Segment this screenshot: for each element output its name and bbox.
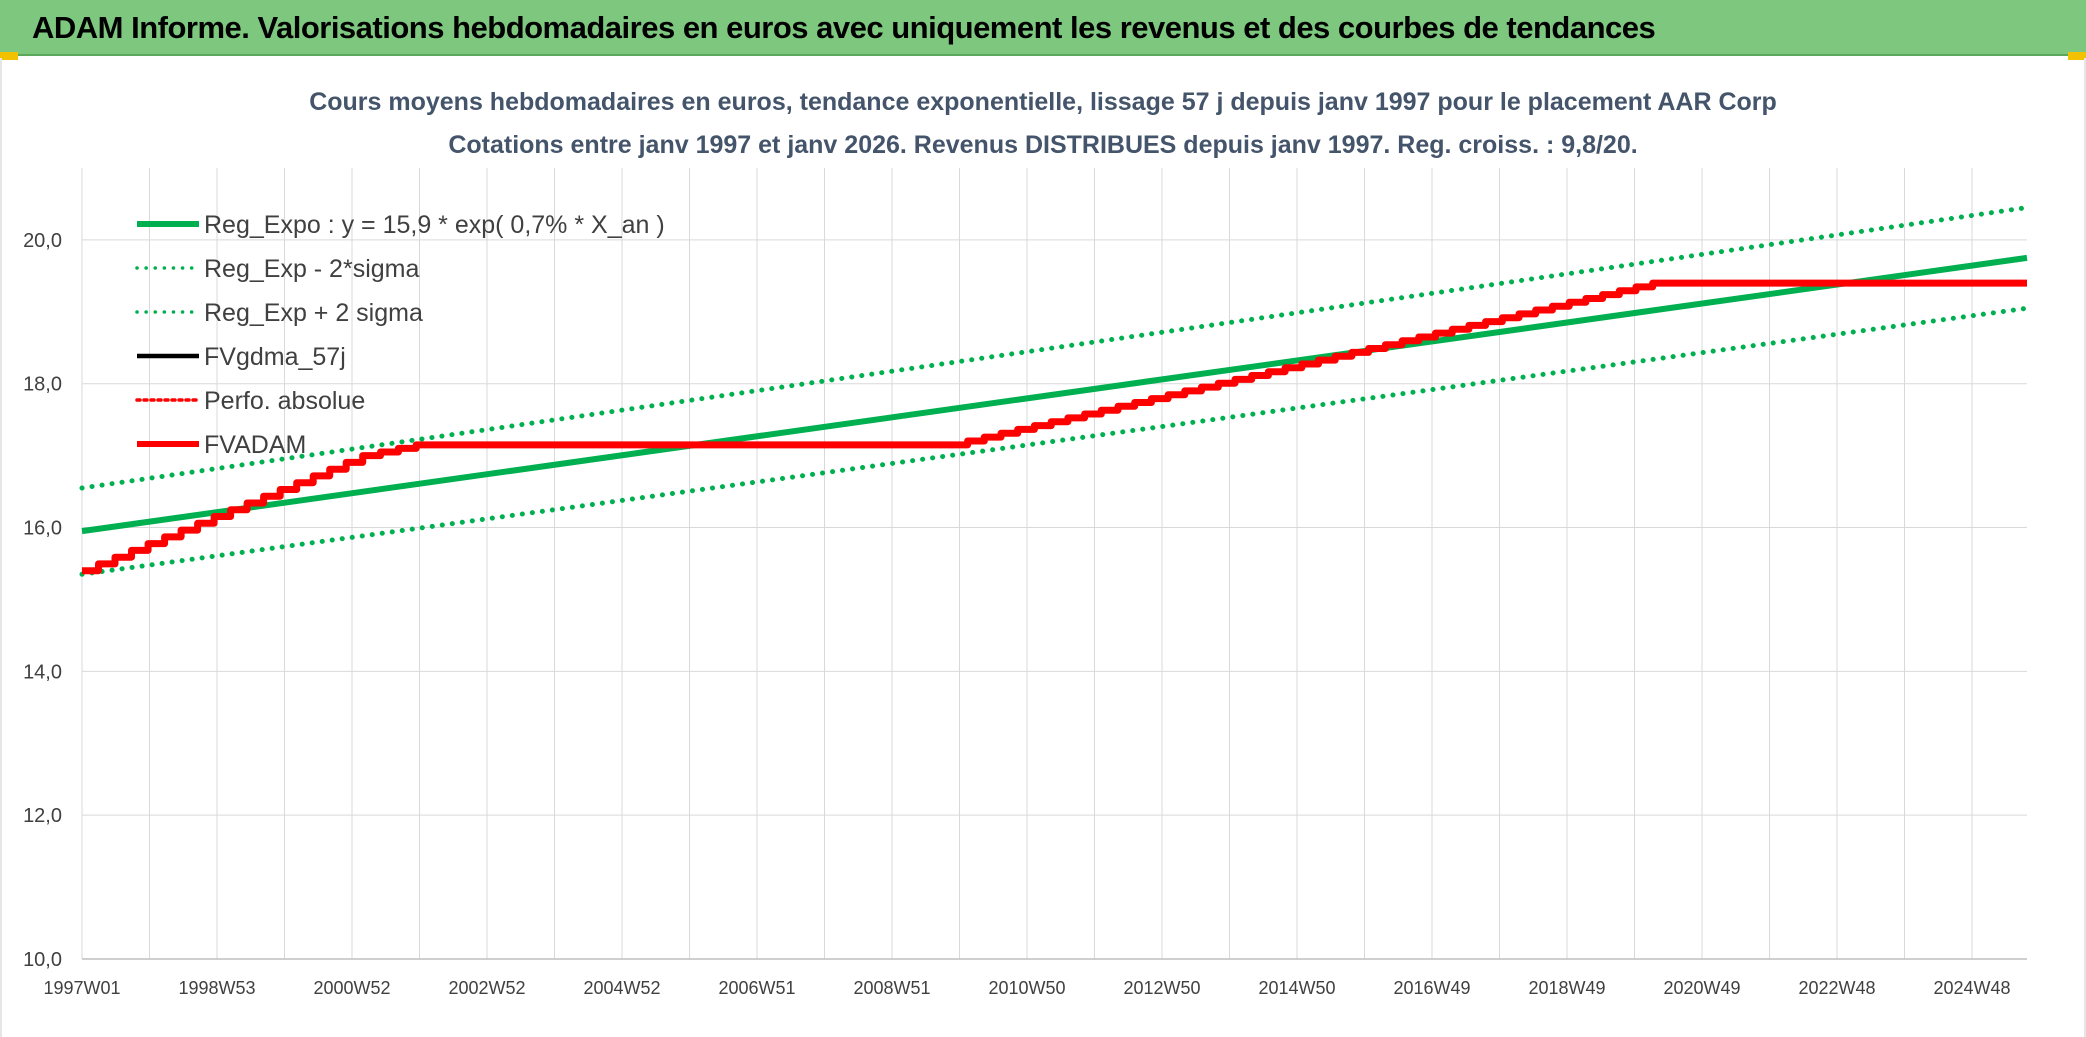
axis-layer: 10,0 12,0 14,0 16,0 18,0 20,0 1997W01 1998W53 20…	[23, 230, 2027, 998]
y-tick-label: 10,0	[23, 949, 62, 971]
chart-area: Cours moyens hebdomadaires en euros, ten…	[0, 58, 2086, 1037]
legend-label: Reg_Exp + 2 sigma	[204, 299, 423, 327]
chart-subtitle: Cotations entre janv 1997 et janv 2026. …	[448, 131, 1637, 159]
y-tick-label: 14,0	[23, 661, 62, 683]
x-tick-label: 1998W53	[178, 978, 255, 998]
legend-label: Perfo. absolue	[204, 387, 365, 415]
x-tick-label: 2000W52	[313, 978, 390, 998]
grid-layer	[81, 168, 2027, 960]
legend-label: Reg_Expo : y = 15,9 * exp( 0,7% * X_an )	[204, 211, 665, 239]
legend-label: Reg_Exp - 2*sigma	[204, 255, 419, 283]
x-tick-label: 2022W48	[1798, 978, 1875, 998]
x-tick-label: 2018W49	[1528, 978, 1605, 998]
header-banner: ADAM Informe. Valorisations hebdomadaire…	[0, 0, 2086, 56]
x-tick-label: 2010W50	[988, 978, 1065, 998]
x-tick-label: 2012W50	[1123, 978, 1200, 998]
legend-label: FVgdma_57j	[204, 343, 346, 371]
x-tick-label: 2016W49	[1393, 978, 1470, 998]
series-reg-exp-plus-2sigma	[79, 205, 2030, 491]
y-tick-label: 18,0	[23, 374, 62, 396]
series-reg-exp-minus-2sigma	[79, 305, 2030, 577]
y-tick-label: 12,0	[23, 805, 62, 827]
corner-mark-top-left	[0, 52, 18, 60]
series-reg-expo	[81, 254, 2028, 535]
x-tick-label: 2004W52	[583, 978, 660, 998]
legend: Reg_Expo : y = 15,9 * exp( 0,7% * X_an )…	[135, 211, 665, 459]
x-tick-label: 2014W50	[1258, 978, 1335, 998]
banner-title: ADAM Informe. Valorisations hebdomadaire…	[32, 10, 1656, 45]
x-tick-label: 2024W48	[1933, 978, 2010, 998]
chart-title: Cours moyens hebdomadaires en euros, ten…	[309, 88, 1777, 116]
series-fvadam	[82, 279, 2027, 575]
y-tick-label: 16,0	[23, 518, 62, 540]
x-tick-label: 2020W49	[1663, 978, 1740, 998]
legend-label: FVADAM	[204, 431, 306, 459]
x-tick-label: 1997W01	[43, 978, 120, 998]
y-tick-label: 20,0	[23, 230, 62, 252]
x-tick-label: 2006W51	[718, 978, 795, 998]
series-layer	[79, 205, 2030, 577]
x-tick-label: 2002W52	[448, 978, 525, 998]
chart-svg: Cours moyens hebdomadaires en euros, ten…	[23, 88, 2030, 998]
x-tick-label: 2008W51	[853, 978, 930, 998]
corner-mark-top-right	[2068, 52, 2086, 60]
